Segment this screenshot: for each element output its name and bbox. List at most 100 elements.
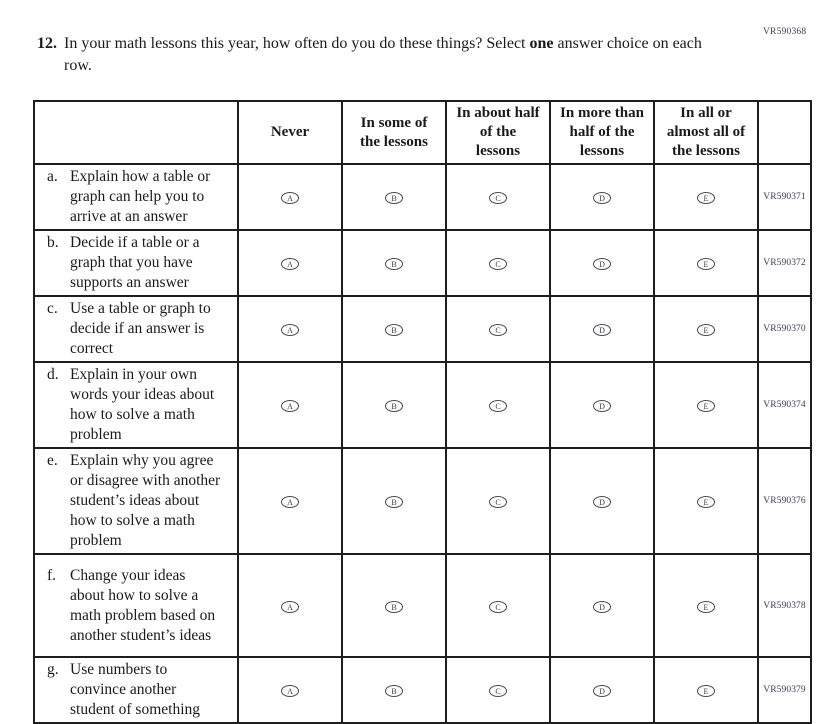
bubble-option-a[interactable]: A [281,192,299,204]
bubble-option-a[interactable]: A [281,600,299,613]
bubble-cell: C [445,295,551,363]
bubble-option-d[interactable]: D [593,324,611,336]
table-row-g: g. Use numbers to convince another stude… [33,656,812,724]
header-code-cell [757,100,812,165]
question-block: 12. In your math lessons this year, how … [37,33,717,77]
bubble-option-c[interactable]: C [489,192,507,204]
bubble-cell: A [237,163,343,231]
row-label: c. Use a table or graph to decide if an … [33,295,239,363]
bubble-cell: A [237,229,343,297]
question-text-part1: In your math lessons this year, how ofte… [64,35,530,52]
bubble-cell: D [549,656,655,724]
row-letter: f. [47,566,57,584]
column-header-label: In all or almost all of the lessons [666,105,746,159]
row-letter: g. [47,661,59,678]
bubble-option-d[interactable]: D [593,192,611,204]
bubble-cell: B [341,553,447,658]
bubble-cell: E [653,163,759,231]
bubble-option-e[interactable]: E [697,258,715,270]
bubble-option-c[interactable]: C [489,685,507,697]
column-header-label: Never [270,124,310,140]
bubble-option-b[interactable]: B [385,258,403,270]
row-code: VR590370 [757,295,812,363]
bubble-option-c[interactable]: C [489,600,507,613]
bubble-option-e[interactable]: E [697,496,715,508]
row-code: VR590378 [757,553,812,658]
row-letter: c. [47,300,58,317]
bubble-cell: D [549,553,655,658]
bubble-option-a[interactable]: A [281,258,299,270]
bubble-option-d[interactable]: D [593,258,611,270]
row-text: Change your ideas about how to solve a m… [70,566,216,644]
column-header-more-than-half: In more than half of the lessons [549,100,655,165]
row-label: g. Use numbers to convince another stude… [33,656,239,724]
column-header-label: In some of the lessons [360,114,428,150]
table-row-e: e. Explain why you agree or disagree wit… [33,447,812,555]
survey-table: Never In some of the lessons In about ha… [33,100,812,724]
bubble-cell: A [237,295,343,363]
row-label: a. Explain how a table or graph can help… [33,163,239,231]
column-header-about-half: In about half of the lessons [445,100,551,165]
bubble-option-a[interactable]: A [281,400,299,412]
bubble-cell: B [341,163,447,231]
bubble-option-e[interactable]: E [697,192,715,204]
bubble-cell: E [653,295,759,363]
row-letter: a. [47,168,58,185]
column-header-label: In more than half of the lessons [560,105,644,159]
row-label: e. Explain why you agree or disagree wit… [33,447,239,555]
row-code: VR590371 [757,163,812,231]
header-empty-cell [33,100,239,165]
bubble-option-d[interactable]: D [593,685,611,697]
bubble-cell: E [653,553,759,658]
bubble-cell: C [445,553,551,658]
bubble-cell: B [341,656,447,724]
bubble-option-e[interactable]: E [697,400,715,412]
bubble-cell: E [653,447,759,555]
bubble-option-d[interactable]: D [593,600,611,613]
bubble-option-d[interactable]: D [593,400,611,412]
row-letter: b. [47,234,59,251]
bubble-option-b[interactable]: B [385,600,403,613]
bubble-option-e[interactable]: E [697,324,715,336]
bubble-option-c[interactable]: C [489,324,507,336]
bubble-option-b[interactable]: B [385,324,403,336]
column-header-never: Never [237,100,343,165]
bubble-cell: A [237,553,343,658]
bubble-option-b[interactable]: B [385,192,403,204]
bubble-option-a[interactable]: A [281,324,299,336]
bubble-cell: D [549,163,655,231]
table-row-c: c. Use a table or graph to decide if an … [33,295,812,363]
row-text: Decide if a table or a graph that you ha… [70,234,200,291]
row-text: Use a table or graph to decide if an ans… [70,300,211,357]
bubble-option-e[interactable]: E [697,685,715,697]
bubble-option-e[interactable]: E [697,600,715,613]
table-row-f: f. Change your ideas about how to solve … [33,553,812,658]
column-header-some: In some of the lessons [341,100,447,165]
bubble-option-c[interactable]: C [489,258,507,270]
bubble-option-b[interactable]: B [385,400,403,412]
table-row-d: d. Explain in your own words your ideas … [33,361,812,449]
bubble-cell: D [549,229,655,297]
table-row-a: a. Explain how a table or graph can help… [33,163,812,231]
row-code: VR590376 [757,447,812,555]
bubble-cell: B [341,447,447,555]
bubble-option-b[interactable]: B [385,496,403,508]
bubble-option-a[interactable]: A [281,685,299,697]
bubble-option-b[interactable]: B [385,685,403,697]
bubble-cell: B [341,361,447,449]
row-code: VR590379 [757,656,812,724]
question-number: 12. [37,35,57,52]
question-text-bold: one [529,35,554,52]
bubble-option-c[interactable]: C [489,496,507,508]
form-code: VR590368 [763,27,807,37]
row-text: Use numbers to convince another student … [70,661,201,718]
row-label: b. Decide if a table or a graph that you… [33,229,239,297]
bubble-option-a[interactable]: A [281,496,299,508]
bubble-cell: C [445,447,551,555]
bubble-cell: E [653,656,759,724]
row-code: VR590372 [757,229,812,297]
bubble-option-c[interactable]: C [489,400,507,412]
bubble-option-d[interactable]: D [593,496,611,508]
bubble-cell: A [237,447,343,555]
bubble-cell: B [341,229,447,297]
